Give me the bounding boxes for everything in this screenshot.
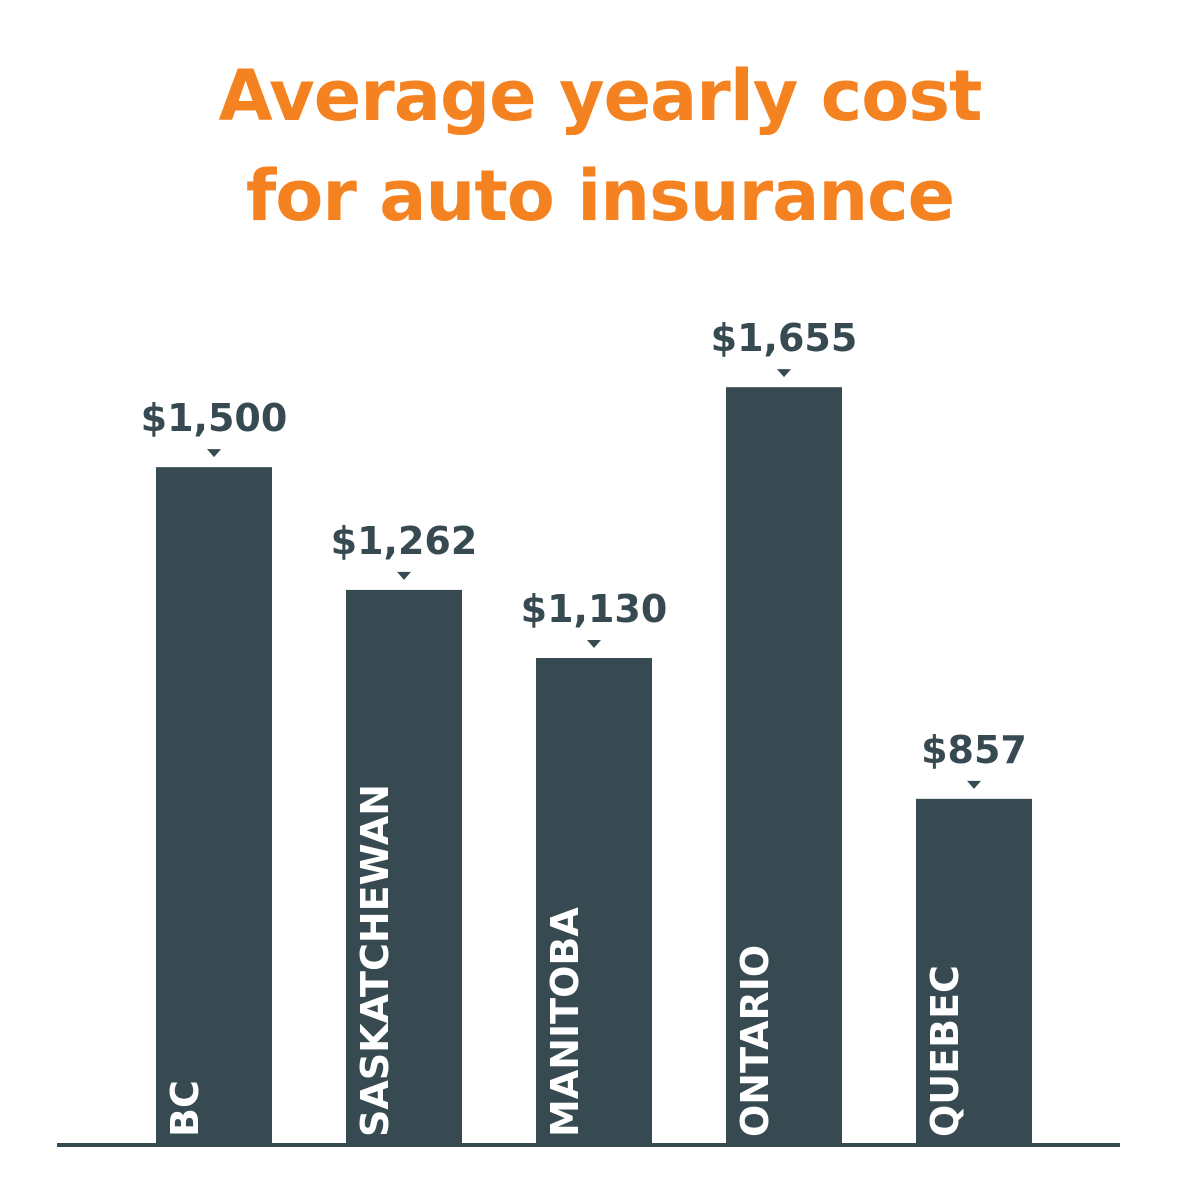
label-pointer	[207, 449, 221, 458]
value-label: $857	[921, 728, 1027, 772]
category-label: BC	[163, 1080, 207, 1137]
chart-title: for auto insurance	[246, 155, 954, 237]
value-label: $1,655	[711, 316, 858, 360]
category-label: SASKATCHEWAN	[353, 784, 397, 1137]
category-label: MANITOBA	[543, 907, 587, 1137]
chart-title: Average yearly cost	[218, 55, 981, 137]
value-label: $1,130	[521, 587, 668, 631]
category-label: ONTARIO	[733, 945, 777, 1137]
bar	[346, 589, 462, 1145]
value-label: $1,500	[141, 396, 288, 440]
label-pointer	[967, 780, 981, 789]
bar	[726, 387, 842, 1146]
label-pointer	[777, 369, 791, 378]
category-label: QUEBEC	[923, 965, 967, 1137]
value-label: $1,262	[331, 519, 478, 563]
bar	[916, 798, 1032, 1145]
bar	[536, 658, 652, 1145]
label-pointer	[587, 640, 601, 649]
bar	[156, 467, 272, 1146]
label-pointer	[397, 571, 411, 580]
